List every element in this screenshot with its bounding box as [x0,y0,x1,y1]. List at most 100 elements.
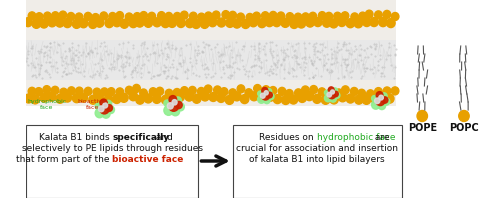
Circle shape [204,12,212,20]
Circle shape [374,11,382,19]
Circle shape [180,87,188,95]
Circle shape [92,14,100,22]
Circle shape [229,89,236,97]
Circle shape [32,19,40,28]
Circle shape [190,12,197,20]
Circle shape [192,94,201,103]
Circle shape [282,95,290,105]
Circle shape [237,13,244,21]
Circle shape [96,94,104,103]
Circle shape [370,18,378,27]
Circle shape [289,95,298,104]
Circle shape [258,95,265,103]
Circle shape [277,12,284,20]
Circle shape [264,96,270,104]
Circle shape [185,92,194,101]
Circle shape [169,96,176,104]
Circle shape [126,13,133,21]
Circle shape [237,85,244,93]
Text: are: are [372,133,390,142]
Circle shape [162,95,170,104]
Circle shape [168,18,176,27]
Circle shape [262,12,269,20]
Circle shape [376,96,385,106]
Circle shape [372,100,380,109]
Text: of kalata B1 into lipid bilayers: of kalata B1 into lipid bilayers [249,155,385,164]
Circle shape [322,95,330,104]
Circle shape [341,12,349,20]
Circle shape [214,86,221,94]
Circle shape [198,13,205,21]
Circle shape [84,12,92,20]
Circle shape [266,89,272,94]
Circle shape [28,12,36,20]
Circle shape [174,97,182,104]
Circle shape [120,93,128,102]
Circle shape [100,12,108,20]
Circle shape [366,90,374,98]
Circle shape [333,91,338,97]
Circle shape [140,11,147,20]
Circle shape [372,96,377,101]
Circle shape [392,12,399,21]
Circle shape [260,90,266,96]
Circle shape [47,92,56,101]
Circle shape [330,19,338,28]
Text: POPE: POPE [408,123,437,133]
Circle shape [192,19,200,29]
Circle shape [212,11,220,19]
Circle shape [161,19,170,28]
Circle shape [98,106,104,112]
Circle shape [325,12,332,20]
Text: crucial for association and insertion: crucial for association and insertion [236,144,398,153]
Circle shape [40,19,48,28]
Circle shape [67,12,75,21]
Circle shape [63,19,72,28]
Circle shape [374,88,382,96]
Text: hydrophobic face: hydrophobic face [317,133,396,142]
Circle shape [258,19,266,28]
Circle shape [120,19,128,28]
Circle shape [89,95,98,104]
Circle shape [264,91,268,95]
Text: Residues on: Residues on [260,133,317,142]
Circle shape [116,88,124,96]
Circle shape [324,94,332,102]
Circle shape [381,93,387,99]
Circle shape [350,88,358,95]
Circle shape [153,18,162,27]
Circle shape [249,18,258,27]
FancyBboxPatch shape [26,125,198,197]
Circle shape [246,13,254,21]
Circle shape [24,18,32,27]
Circle shape [240,95,249,104]
Text: specifically: specifically [112,133,170,142]
Circle shape [328,87,334,93]
Text: bioactive
face: bioactive face [78,99,106,110]
Circle shape [351,13,358,21]
Circle shape [36,13,43,21]
Circle shape [164,106,173,115]
Circle shape [59,11,66,19]
Circle shape [164,100,170,106]
Circle shape [44,12,52,20]
Circle shape [24,94,33,103]
Circle shape [222,11,230,19]
Circle shape [354,95,363,104]
Circle shape [28,87,36,95]
Text: Kalata B1 binds: Kalata B1 binds [38,133,112,142]
Circle shape [156,87,164,95]
Circle shape [40,93,48,102]
Circle shape [302,13,310,21]
Circle shape [220,88,228,96]
Circle shape [176,18,185,28]
Circle shape [366,10,373,18]
Circle shape [374,94,382,101]
Circle shape [346,94,354,103]
Circle shape [334,92,340,98]
Circle shape [186,19,194,28]
Circle shape [306,18,314,27]
Circle shape [95,109,104,118]
Circle shape [458,110,469,122]
Circle shape [383,87,391,95]
